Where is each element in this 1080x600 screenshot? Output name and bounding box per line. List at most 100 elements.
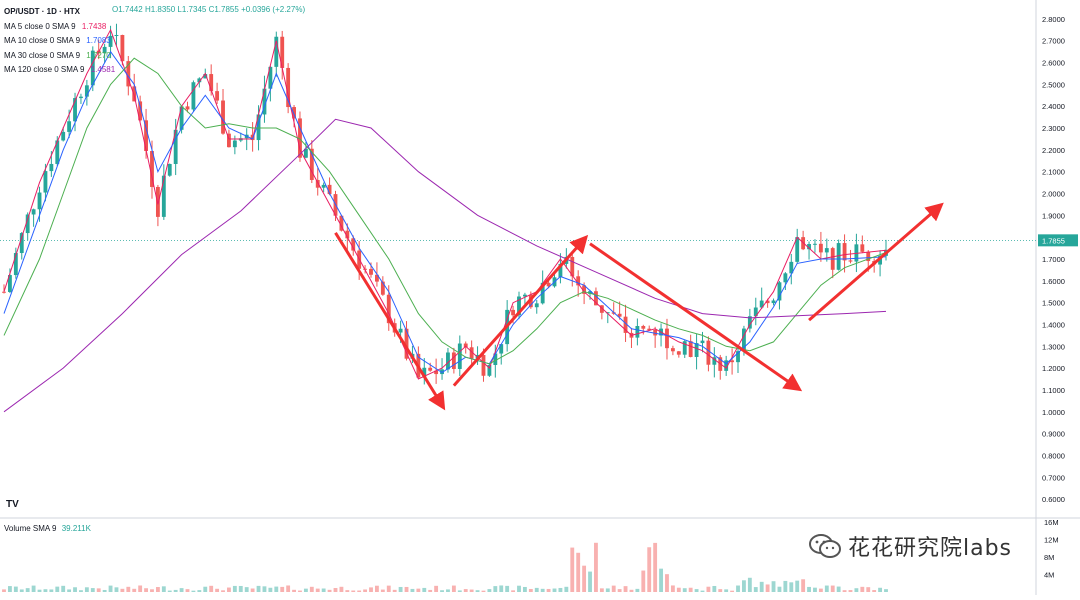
volume-bar	[605, 588, 610, 592]
candle-body	[274, 36, 279, 67]
candle-body	[688, 341, 693, 357]
candle-body	[440, 369, 444, 375]
candle-body	[694, 343, 699, 357]
candle-body	[351, 238, 356, 251]
candle-body	[759, 300, 764, 308]
volume-bar	[718, 589, 723, 592]
candle-body	[7, 275, 12, 292]
volume-bar	[333, 588, 338, 592]
volume-bar	[274, 586, 279, 592]
volume-bar	[457, 590, 462, 592]
volume-bar	[499, 585, 504, 592]
candle-body	[570, 256, 575, 277]
volume-bar	[434, 585, 439, 592]
candle-body	[730, 360, 735, 363]
volume-bar	[309, 586, 314, 592]
volume-bar	[552, 588, 557, 592]
ma120-label: MA 120 close 0 SMA 9	[4, 65, 85, 74]
candle-body	[588, 291, 592, 294]
candle-body	[227, 133, 231, 148]
volume-bar	[25, 588, 30, 592]
candle-body	[647, 328, 652, 330]
candle-body	[386, 294, 391, 324]
volume-bar	[357, 590, 362, 592]
candle-body	[49, 163, 54, 172]
volume-label: Volume SMA 9	[4, 524, 57, 533]
volume-bar	[280, 586, 285, 592]
volume-bar	[818, 588, 823, 592]
candle-body	[842, 243, 847, 261]
volume-bar	[475, 590, 480, 592]
volume-bar	[49, 589, 54, 592]
volume-bar	[511, 590, 515, 592]
candle-body	[511, 309, 515, 316]
volume-bar	[765, 584, 770, 592]
volume-bar	[712, 585, 717, 592]
watermark: 花花研究院labs	[808, 531, 1012, 561]
candle-body	[144, 120, 148, 152]
candle-body	[522, 294, 527, 297]
ohlc-open: O1.7442	[112, 5, 143, 14]
tradingview-logo[interactable]: TV	[6, 499, 19, 510]
pair-title: OP/USDT · 1D · HTX	[4, 7, 81, 16]
volume-bar	[37, 589, 42, 592]
candle-body	[84, 85, 89, 97]
volume-legend[interactable]: Volume SMA 9 39.211K	[4, 524, 91, 533]
legend-row-ma30[interactable]: MA 30 close 0 SMA 9 1.7270	[4, 49, 115, 64]
volume-bar	[558, 587, 563, 592]
volume-bar	[90, 588, 95, 592]
trend-arrow	[808, 202, 944, 322]
volume-bar	[380, 589, 385, 592]
volume-bar	[517, 585, 521, 592]
candle-body	[13, 253, 18, 276]
volume-bar	[2, 589, 6, 592]
candle-body	[61, 131, 66, 141]
volume-value: 39.211K	[61, 524, 91, 533]
candle-body	[303, 148, 308, 158]
candle-body	[191, 82, 196, 110]
candle-body	[203, 74, 208, 79]
candle-body	[534, 303, 539, 308]
volume-bar	[594, 542, 598, 592]
volume-bar	[446, 589, 450, 592]
candle-body	[499, 344, 504, 354]
volume-bar	[102, 589, 107, 592]
candle-body	[79, 96, 83, 99]
candle-body	[256, 114, 261, 141]
volume-bar	[422, 587, 427, 592]
candle-body	[315, 179, 320, 188]
y-tick-label: 2.8000	[1042, 15, 1065, 24]
volume-bar	[623, 586, 628, 592]
candle-body	[434, 370, 439, 375]
candle-body	[558, 263, 563, 278]
legend-row-ma5[interactable]: MA 5 close 0 SMA 9 1.7438	[4, 20, 115, 35]
legend-row-ma10[interactable]: MA 10 close 0 SMA 9 1.7083	[4, 34, 115, 49]
volume-bar	[232, 585, 237, 592]
volume-bar	[321, 588, 326, 592]
volume-bar	[375, 585, 379, 592]
y-tick-label: 0.8000	[1042, 451, 1065, 460]
legend-row-ma120[interactable]: MA 120 close 0 SMA 9 1.4581	[4, 63, 115, 78]
candle-body	[457, 343, 462, 369]
candle-body	[375, 274, 379, 282]
candle-body	[120, 35, 125, 62]
ohlc-close: C1.7855	[208, 5, 239, 14]
volume-bar	[315, 588, 320, 592]
trend-arrow	[334, 232, 446, 411]
volume-bar	[386, 585, 391, 592]
ohlc-readout: O1.7442 H1.8350 L1.7345 C1.7855 +0.0396 …	[112, 5, 305, 14]
candle-body	[724, 360, 729, 371]
candle-body	[753, 307, 758, 317]
y-tick-label: 1.6000	[1042, 277, 1065, 286]
volume-bar	[493, 586, 498, 592]
y-tick-label: 1.4000	[1042, 320, 1065, 329]
volume-bar	[84, 587, 89, 592]
ma5-label: MA 5 close 0 SMA 9	[4, 21, 76, 31]
volume-bar	[665, 574, 669, 592]
candle-body	[286, 67, 291, 108]
ma-line-ma120	[3, 118, 887, 413]
volume-bar	[670, 585, 675, 592]
volume-bar	[138, 585, 143, 592]
